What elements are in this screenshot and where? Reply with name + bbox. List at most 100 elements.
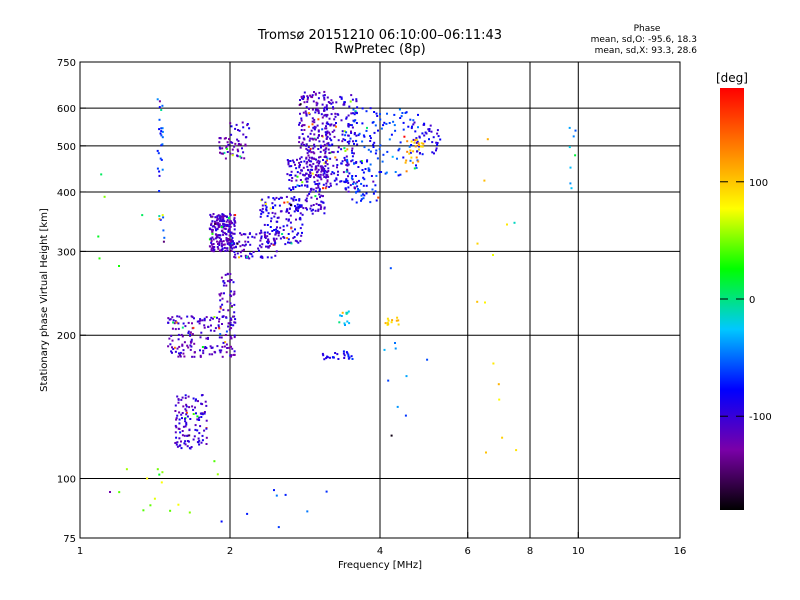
echo-point xyxy=(305,207,308,210)
echo-point xyxy=(248,257,251,260)
echo-point xyxy=(217,247,220,250)
echo-point xyxy=(285,195,288,198)
echo-point xyxy=(213,460,216,463)
echo-point xyxy=(325,182,328,185)
echo-point xyxy=(292,199,295,202)
echo-point xyxy=(289,214,292,217)
echo-point xyxy=(210,215,212,218)
echo-point xyxy=(216,228,219,231)
echo-point xyxy=(326,179,329,182)
echo-point xyxy=(347,175,349,178)
echo-point xyxy=(356,181,359,184)
echo-point xyxy=(171,346,173,349)
echo-point xyxy=(418,135,421,138)
echo-point xyxy=(333,135,336,138)
echo-point xyxy=(394,342,396,344)
echo-point xyxy=(412,119,415,122)
echo-point xyxy=(197,437,200,440)
echo-point xyxy=(176,445,179,448)
echo-point xyxy=(222,213,225,216)
echo-point xyxy=(309,207,312,210)
echo-point xyxy=(159,218,162,221)
echo-point xyxy=(223,345,226,348)
echo-point xyxy=(167,321,170,324)
echo-point xyxy=(228,138,230,141)
echo-point xyxy=(271,202,274,205)
echo-point xyxy=(404,414,407,417)
echo-point xyxy=(347,190,350,193)
echo-point xyxy=(300,143,303,146)
echo-point xyxy=(299,218,302,220)
echo-point xyxy=(178,315,181,318)
echo-point xyxy=(200,416,203,418)
echo-point xyxy=(306,510,309,513)
echo-point xyxy=(393,124,396,127)
echo-point xyxy=(312,162,315,165)
echo-point xyxy=(299,163,301,166)
echo-point xyxy=(221,229,224,232)
echo-point xyxy=(185,405,188,408)
echo-point xyxy=(419,152,421,154)
echo-point xyxy=(225,343,228,346)
echo-point xyxy=(226,347,229,349)
echo-point xyxy=(267,212,270,215)
echo-point xyxy=(298,166,301,169)
echo-point xyxy=(221,323,223,325)
echo-point xyxy=(187,330,190,333)
echo-point xyxy=(351,149,353,152)
echo-point xyxy=(344,134,347,137)
echo-point xyxy=(221,345,224,348)
echo-point xyxy=(146,477,149,480)
echo-point xyxy=(314,108,317,111)
echo-point xyxy=(276,226,278,229)
echo-point xyxy=(234,221,237,224)
echo-point xyxy=(180,440,182,443)
echo-point xyxy=(372,146,375,148)
echo-point xyxy=(310,209,313,212)
echo-point xyxy=(308,113,311,116)
x-axis-label: Frequency [MHz] xyxy=(338,560,422,571)
echo-point xyxy=(316,136,319,139)
echo-point xyxy=(237,140,240,143)
echo-point xyxy=(193,342,196,345)
echo-point xyxy=(417,113,419,116)
echo-point xyxy=(345,117,348,120)
echo-point xyxy=(343,322,346,325)
echo-point xyxy=(313,143,316,146)
echo-point xyxy=(204,346,207,348)
echo-point xyxy=(390,434,393,437)
echo-point xyxy=(359,160,362,163)
echo-point xyxy=(308,112,310,115)
echo-point xyxy=(216,218,219,221)
echo-point xyxy=(372,180,375,183)
echo-point xyxy=(221,316,224,318)
echo-point xyxy=(233,246,236,249)
echo-point xyxy=(262,211,265,214)
echo-point xyxy=(308,160,311,163)
echo-point xyxy=(349,184,352,187)
echo-point xyxy=(300,169,303,172)
echo-point xyxy=(322,140,325,143)
echo-point xyxy=(498,398,501,401)
echo-point xyxy=(222,233,225,236)
echo-point xyxy=(223,232,226,235)
y-tick-label: 400 xyxy=(57,188,76,199)
colorbar-tick-label: -100 xyxy=(749,412,772,423)
echo-point xyxy=(268,244,271,247)
echo-point xyxy=(219,151,221,154)
echo-point xyxy=(240,255,243,258)
echo-point xyxy=(273,240,276,243)
echo-point xyxy=(357,134,360,137)
echo-point xyxy=(288,207,291,210)
echo-point xyxy=(345,164,348,166)
echo-point xyxy=(423,122,426,125)
echo-point xyxy=(339,314,342,317)
echo-point xyxy=(347,163,350,166)
echo-point xyxy=(326,356,329,359)
echo-point xyxy=(417,126,419,129)
echo-point xyxy=(374,190,377,193)
y-tick-label: 750 xyxy=(57,58,76,69)
echo-point xyxy=(309,94,312,97)
echo-point xyxy=(313,158,316,160)
echo-point xyxy=(158,215,161,218)
